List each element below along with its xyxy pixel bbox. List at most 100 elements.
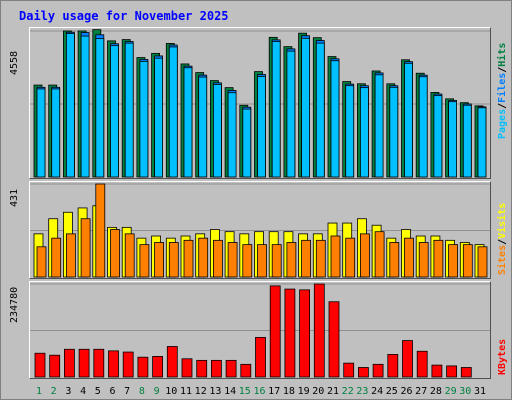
x-tick-label-day-2: 2	[51, 386, 57, 397]
x-tick-label-day-20: 20	[312, 386, 324, 397]
bar-sites-day-20	[315, 239, 326, 278]
kbytes-panel	[29, 281, 491, 379]
x-tick-label-day-30: 30	[459, 386, 471, 397]
bar-pages-day-9	[154, 57, 163, 178]
bar-pages-day-23	[359, 87, 369, 178]
bar-sites-day-25	[389, 242, 400, 278]
x-tick-label-day-15: 15	[239, 386, 251, 397]
bar-sites-day-31	[477, 246, 488, 278]
bar-kbytes-day-19	[299, 289, 311, 378]
x-tick-label-day-7: 7	[124, 386, 130, 397]
visits-chart	[30, 183, 490, 278]
bar-kbytes-day-6	[108, 350, 119, 378]
bar-kbytes-day-17	[269, 285, 281, 378]
bar-sites-day-9	[154, 242, 164, 278]
x-tick-label-day-8: 8	[139, 386, 145, 397]
bar-sites-day-1	[36, 246, 47, 278]
bar-pages-day-25	[389, 86, 399, 178]
bar-kbytes-day-10	[166, 346, 178, 378]
kbytes-ymax: 234780	[3, 283, 27, 379]
bar-sites-day-2	[51, 237, 62, 278]
hits-panel	[29, 27, 491, 179]
bar-sites-day-30	[462, 244, 473, 278]
x-tick-label-day-1: 1	[36, 386, 42, 397]
x-tick-label-day-21: 21	[327, 386, 339, 397]
bar-kbytes-day-30	[460, 367, 472, 378]
bar-sites-day-4	[80, 218, 91, 278]
bar-pages-day-1	[36, 88, 46, 178]
visits-panel	[29, 181, 491, 279]
visits-legend: Sites/Visits	[497, 202, 508, 275]
bar-pages-day-19	[301, 37, 311, 178]
bar-sites-day-16	[257, 244, 267, 278]
bar-sites-day-15	[242, 244, 253, 278]
bar-pages-day-13	[212, 84, 222, 178]
bar-sites-day-21	[330, 235, 341, 278]
bar-pages-day-4	[80, 35, 90, 178]
bar-kbytes-day-9	[152, 356, 163, 378]
bar-sites-day-5	[95, 183, 106, 278]
bar-sites-day-29	[448, 244, 459, 278]
bar-kbytes-day-28	[431, 364, 443, 378]
x-tick-label-day-17: 17	[268, 386, 280, 397]
kbytes-legend: KBytes	[493, 283, 509, 379]
visits-ymax-label: 431	[9, 188, 20, 207]
bar-pages-day-28	[433, 95, 443, 178]
x-tick-label-day-16: 16	[253, 386, 265, 397]
bar-sites-day-26	[404, 237, 414, 278]
x-tick-label-day-18: 18	[283, 386, 295, 397]
hits-ymax: 4558	[3, 29, 27, 179]
kbytes-chart	[30, 283, 490, 378]
bar-pages-day-26	[404, 62, 413, 178]
bar-pages-day-30	[462, 104, 472, 178]
visits-ymax: 431	[3, 183, 27, 279]
bar-pages-day-5	[95, 38, 105, 178]
bar-sites-day-28	[433, 239, 444, 278]
x-tick-label-day-4: 4	[80, 386, 86, 397]
bar-pages-day-27	[418, 76, 428, 178]
bar-pages-day-15	[242, 108, 252, 178]
bar-kbytes-day-8	[137, 356, 149, 378]
bar-kbytes-day-29	[446, 365, 458, 378]
x-tick-label-day-19: 19	[298, 386, 310, 397]
x-tick-label-day-6: 6	[109, 386, 115, 397]
bar-kbytes-day-26	[402, 340, 413, 378]
bar-sites-day-6	[110, 229, 120, 278]
bar-pages-day-24	[374, 74, 384, 178]
chart-title: Daily usage for November 2025	[19, 9, 229, 23]
bar-pages-day-18	[286, 50, 296, 178]
bar-pages-day-14	[227, 92, 237, 178]
bar-sites-day-7	[124, 233, 135, 278]
bar-sites-day-27	[418, 242, 429, 278]
x-tick-label-day-29: 29	[445, 386, 457, 397]
bar-sites-day-12	[198, 237, 209, 278]
bar-kbytes-day-20	[313, 283, 325, 378]
kbytes-ymax-label: 234780	[9, 286, 20, 323]
bar-kbytes-day-5	[93, 348, 105, 378]
bar-pages-day-31	[477, 107, 487, 178]
x-tick-label-day-10: 10	[165, 386, 177, 397]
bar-sites-day-3	[66, 233, 76, 278]
bar-pages-day-2	[51, 88, 61, 178]
x-tick-label-day-24: 24	[371, 386, 383, 397]
bar-pages-day-20	[315, 42, 325, 178]
bar-kbytes-day-23	[357, 367, 369, 378]
x-tick-label-day-22: 22	[342, 386, 354, 397]
bar-pages-day-10	[168, 46, 178, 178]
x-tick-label-day-5: 5	[95, 386, 101, 397]
bar-kbytes-day-12	[196, 359, 208, 378]
bar-sites-day-8	[139, 244, 150, 278]
x-tick-label-day-27: 27	[415, 386, 427, 397]
legend-files: Files	[497, 72, 508, 103]
legend-pages: Pages	[497, 108, 508, 139]
x-tick-label-day-26: 26	[400, 386, 412, 397]
bar-sites-day-23	[359, 233, 370, 278]
bar-pages-day-6	[110, 45, 119, 178]
x-tick-label-day-14: 14	[224, 386, 236, 397]
bar-kbytes-day-1	[34, 352, 46, 378]
bar-pages-day-8	[139, 60, 149, 178]
bar-sites-day-14	[227, 242, 238, 278]
bar-pages-day-21	[330, 60, 340, 178]
legend-hits: Hits	[497, 42, 508, 67]
x-tick-label-day-3: 3	[65, 386, 71, 397]
